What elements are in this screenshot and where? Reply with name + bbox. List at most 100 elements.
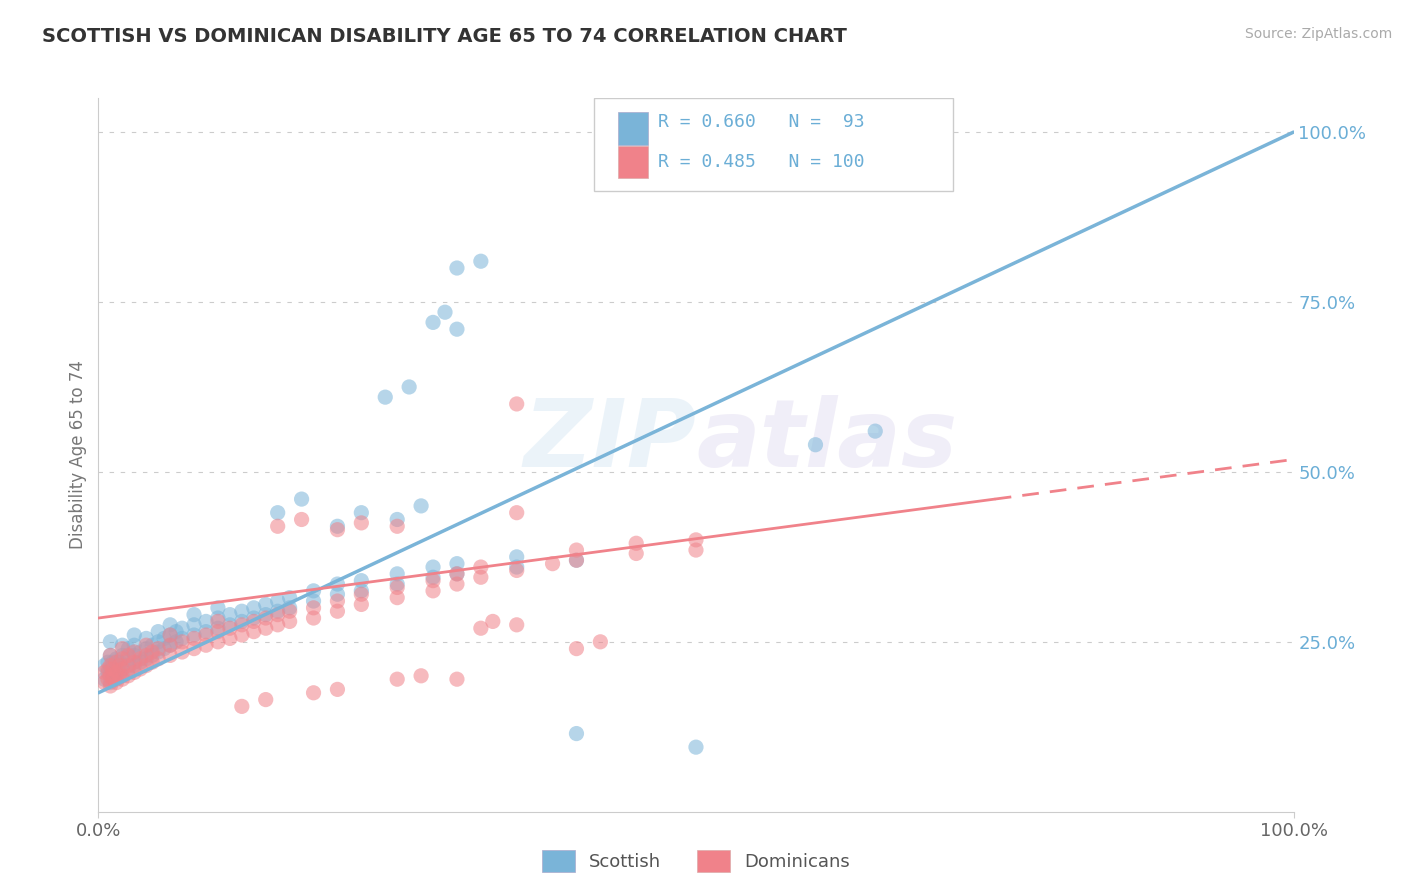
Point [374,390,396,404]
Point [231,617,253,632]
Point [141,648,163,663]
Point [148,624,170,639]
Point [159,617,181,632]
Point [129,652,152,666]
Point [153,641,176,656]
Point [124,628,146,642]
Point [411,669,433,683]
Point [219,617,242,632]
Point [278,604,301,618]
Point [101,662,124,676]
Point [135,648,157,663]
Point [183,607,205,622]
Point [326,604,349,618]
Y-axis label: Disability Age 65 to 74: Disability Age 65 to 74 [69,360,87,549]
Point [93,675,115,690]
Point [135,641,157,656]
Point [231,615,253,629]
FancyBboxPatch shape [619,146,648,178]
Point [111,672,134,686]
Point [350,583,373,598]
Point [98,658,122,673]
Point [105,655,128,669]
Point [446,566,468,581]
Point [97,655,120,669]
Point [350,574,373,588]
Point [350,506,373,520]
Point [326,577,349,591]
Point [124,638,146,652]
Point [111,648,134,663]
Text: R = 0.660   N =  93: R = 0.660 N = 93 [658,113,865,131]
Point [207,635,229,649]
Text: R = 0.485   N = 100: R = 0.485 N = 100 [658,153,865,171]
Point [278,600,301,615]
Point [291,512,314,526]
Point [159,638,181,652]
Point [183,617,205,632]
Point [589,635,612,649]
Point [302,600,325,615]
Point [219,607,242,622]
Point [194,638,218,652]
Point [326,523,349,537]
Point [470,254,492,268]
Point [172,621,194,635]
Point [135,658,157,673]
Point [165,624,187,639]
Point [124,655,146,669]
Point [446,322,468,336]
Point [129,645,152,659]
Point [98,648,122,663]
Point [685,533,707,547]
Point [111,641,134,656]
Point [141,655,163,669]
Point [108,669,131,683]
Point [105,672,128,686]
Point [108,658,131,673]
Point [111,658,134,673]
Point [422,583,444,598]
Point [267,594,290,608]
Point [302,611,325,625]
Point [267,506,290,520]
Point [470,560,492,574]
Point [111,669,134,683]
Point [141,645,163,659]
Point [470,570,492,584]
Legend: Scottish, Dominicans: Scottish, Dominicans [533,841,859,881]
Point [194,624,218,639]
Point [135,632,157,646]
Point [101,672,124,686]
Point [446,557,468,571]
Point [129,655,152,669]
Point [93,658,115,673]
Point [148,652,170,666]
Point [194,628,218,642]
Point [111,638,134,652]
Point [411,499,433,513]
Point [302,686,325,700]
Point [159,628,181,642]
Point [207,624,229,639]
Point [124,665,146,680]
Point [385,519,409,533]
Point [506,397,529,411]
Point [124,645,146,659]
Point [446,672,468,686]
Point [302,583,325,598]
Point [350,598,373,612]
Point [446,260,468,275]
Point [565,553,588,567]
Point [124,658,146,673]
Text: Source: ZipAtlas.com: Source: ZipAtlas.com [1244,27,1392,41]
Point [98,648,122,663]
Point [97,662,120,676]
Point [172,632,194,646]
Point [470,621,492,635]
Point [117,662,139,676]
Point [141,638,163,652]
Point [626,536,648,550]
Point [105,675,128,690]
Point [117,669,139,683]
